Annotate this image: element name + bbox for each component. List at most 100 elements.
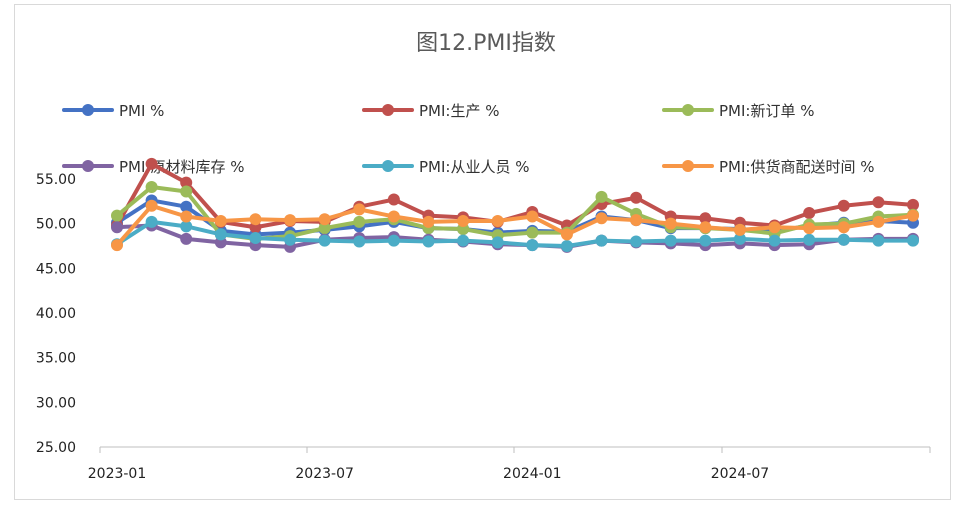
data-point: [249, 231, 262, 244]
legend-swatch-marker: [82, 160, 94, 172]
y-tick-label: 25.00: [36, 440, 76, 456]
data-point: [318, 234, 331, 247]
data-point: [699, 212, 712, 225]
legend-swatch-marker: [382, 160, 394, 172]
legend-item: PMI:供货商配送时间 %: [662, 158, 875, 176]
y-tick-label: 40.00: [36, 306, 76, 322]
data-point: [733, 232, 746, 245]
y-tick-label: 35.00: [36, 351, 76, 367]
data-point: [907, 234, 919, 247]
data-point: [180, 232, 193, 245]
data-point: [837, 199, 850, 212]
data-point: [768, 234, 781, 247]
series: [111, 199, 919, 252]
chart-title: 图12.PMI指数: [416, 31, 556, 56]
data-point: [284, 214, 297, 227]
data-point: [457, 214, 470, 227]
legend-swatch-marker: [382, 104, 394, 116]
data-point: [733, 223, 746, 236]
data-point: [664, 217, 677, 230]
data-point: [560, 240, 573, 252]
data-point: [387, 210, 400, 223]
data-point: [318, 222, 331, 235]
series-group: [111, 157, 919, 253]
data-point: [907, 198, 919, 211]
data-point: [803, 233, 816, 246]
data-point: [872, 196, 885, 209]
data-point: [872, 215, 885, 228]
data-point: [387, 193, 400, 206]
data-point: [111, 221, 123, 234]
legend-swatch-marker: [682, 104, 694, 116]
legend-label: PMI:新订单 %: [719, 102, 815, 120]
data-point: [699, 234, 712, 247]
data-point: [526, 210, 539, 223]
legend-label: PMI:从业人员 %: [419, 158, 530, 176]
data-point: [491, 214, 504, 227]
data-point: [180, 210, 193, 223]
data-point: [872, 234, 885, 247]
data-point: [111, 209, 123, 222]
data-point: [457, 234, 470, 247]
legend-label: PMI:生产 %: [419, 102, 500, 120]
data-point: [837, 221, 850, 234]
data-point: [907, 209, 919, 222]
data-point: [803, 222, 816, 235]
x-tick-label: 2024-01: [503, 466, 562, 482]
data-point: [387, 234, 400, 247]
data-point: [491, 236, 504, 249]
legend-item: PMI:从业人员 %: [362, 158, 530, 176]
data-point: [664, 234, 677, 247]
chart-frame: [14, 4, 951, 500]
data-point: [145, 157, 158, 170]
y-tick-label: 45.00: [36, 261, 76, 277]
data-point: [180, 185, 193, 198]
data-point: [180, 220, 193, 233]
data-point: [422, 235, 435, 248]
legend-item: PMI %: [62, 102, 164, 120]
x-tick-label: 2023-01: [88, 466, 147, 482]
data-point: [630, 214, 643, 227]
data-point: [180, 200, 193, 213]
data-point: [214, 214, 227, 227]
data-point: [180, 176, 193, 189]
x-tick-label: 2024-07: [711, 466, 770, 482]
data-point: [353, 203, 366, 216]
data-point: [318, 213, 331, 226]
legend-item: PMI:新订单 %: [662, 102, 815, 120]
data-point: [837, 233, 850, 246]
data-point: [526, 226, 539, 239]
data-point: [111, 239, 123, 252]
data-point: [526, 239, 539, 252]
data-point: [249, 213, 262, 226]
data-point: [803, 206, 816, 219]
data-point: [214, 228, 227, 241]
legend-label: PMI %: [119, 102, 164, 120]
x-axis: 2023-01 2023-07 2024-01 2024-07: [88, 446, 931, 482]
data-point: [595, 212, 608, 225]
y-tick-label: 30.00: [36, 395, 76, 411]
x-tick-label: 2023-07: [295, 466, 354, 482]
data-point: [630, 191, 643, 204]
data-point: [145, 199, 158, 212]
y-tick-label: 55.00: [36, 172, 76, 188]
data-point: [422, 215, 435, 228]
data-point: [353, 235, 366, 248]
legend-label: PMI:原材料库存 %: [119, 158, 245, 176]
data-point: [284, 233, 297, 246]
data-point: [768, 221, 781, 234]
data-point: [145, 215, 158, 228]
data-point: [699, 221, 712, 234]
data-point: [595, 190, 608, 203]
legend-swatch-marker: [682, 160, 694, 172]
data-point: [630, 235, 643, 248]
data-point: [145, 181, 158, 194]
y-axis: 25.00 30.00 35.00 40.00 45.00 50.00 55.00: [36, 172, 76, 456]
data-point: [353, 215, 366, 228]
y-tick-label: 50.00: [36, 217, 76, 233]
legend: PMI % PMI:生产 % PMI:新订单 % PMI:原材料库存 % PMI:从业人…: [62, 102, 875, 176]
data-point: [560, 228, 573, 241]
legend-swatch-marker: [82, 104, 94, 116]
series: [111, 215, 919, 252]
